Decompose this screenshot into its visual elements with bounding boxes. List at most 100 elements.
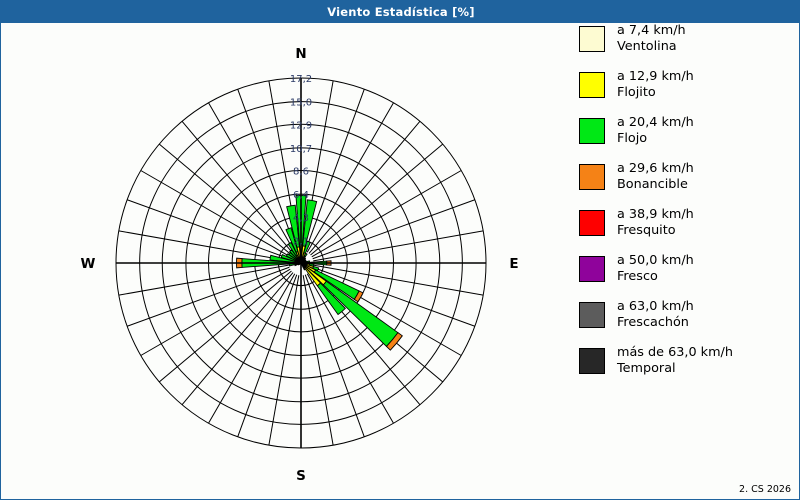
legend-color-swatch <box>579 26 605 52</box>
legend-label: a 20,4 km/h Flojo <box>617 115 694 148</box>
legend-label-name: Flojo <box>617 131 648 147</box>
legend-item: a 63,0 km/h Frescachón <box>579 299 794 341</box>
grid-spoke <box>304 88 365 252</box>
wind-petal-segment <box>302 266 306 271</box>
grid-spoke <box>268 275 300 446</box>
legend-label-speed: a 38,9 km/h <box>617 207 694 222</box>
legend-label-speed: más de 63,0 km/h <box>617 345 733 360</box>
legend-label: a 63,0 km/h Frescachón <box>617 299 694 332</box>
wind-petal-segment <box>316 282 346 316</box>
legend-item: a 38,9 km/h Fresquito <box>579 207 794 249</box>
legend-label-speed: a 50,0 km/h <box>617 253 694 268</box>
grid-spoke <box>310 143 444 256</box>
wind-petal-segment <box>303 257 307 260</box>
wind-petal-segment <box>285 253 299 262</box>
legend-color-swatch <box>579 164 605 190</box>
legend-color-swatch <box>579 72 605 98</box>
grid-spoke <box>158 143 292 256</box>
grid-spoke <box>311 170 462 258</box>
wind-petal-segment <box>302 199 318 247</box>
legend-color-swatch <box>579 210 605 236</box>
legend-label-speed: a 63,0 km/h <box>617 299 694 314</box>
radial-tick-label: 2,1 <box>293 236 309 247</box>
legend-item: a 7,4 km/h Ventolina <box>579 23 794 65</box>
credit-text: 2. CS 2026 <box>739 484 791 495</box>
legend-color-swatch <box>579 348 605 374</box>
radial-tick-label: 10,7 <box>290 144 312 155</box>
legend-item: más de 63,0 km/h Temporal <box>579 345 794 387</box>
grid-spoke <box>126 199 290 260</box>
cardinal-label-north: N <box>295 46 306 62</box>
legend-color-swatch <box>579 256 605 282</box>
window-title: Viento Estadística [%] <box>327 5 475 19</box>
radial-tick-label: 6,4 <box>293 190 309 201</box>
wind-rose-chart: 2,1 4,3 6,4 8,6 10,7 12,9 15,0 17,2 N E S W <box>81 46 519 484</box>
axis-labels: 2,1 4,3 6,4 8,6 10,7 12,9 15,0 17,2 N E S W <box>81 46 519 484</box>
legend-label-name: Bonancible <box>617 177 688 193</box>
legend-label-name: Flojito <box>617 85 656 101</box>
grid-spoke <box>181 272 294 406</box>
legend-color-swatch <box>579 302 605 328</box>
cardinal-label-south: S <box>296 468 306 484</box>
legend-item: a 50,0 km/h Fresco <box>579 253 794 295</box>
wind-petal-segment <box>285 227 299 253</box>
legend-label-name: Frescachón <box>617 315 689 331</box>
grid-spoke <box>140 268 291 356</box>
grid-spoke <box>158 270 292 383</box>
wind-petal-segment <box>303 252 308 258</box>
legend-item: a 12,9 km/h Flojito <box>579 69 794 111</box>
wind-petal-segment <box>353 290 364 303</box>
grid-spoke <box>181 120 294 254</box>
grid-spoke <box>237 274 298 438</box>
wind-petal-segment <box>286 204 300 248</box>
plot-area: 2,1 4,3 6,4 8,6 10,7 12,9 15,0 17,2 N E S W <box>1 23 799 499</box>
legend-label: a 38,9 km/h Fresquito <box>617 207 694 240</box>
legend-color-swatch <box>579 118 605 144</box>
window-title-bar: Viento Estadística [%] <box>1 1 800 23</box>
cardinal-label-east: E <box>509 256 518 272</box>
legend-item: a 29,6 km/h Bonancible <box>579 161 794 203</box>
legend-label-speed: a 7,4 km/h <box>617 23 686 38</box>
legend: a 7,4 km/h Ventolina a 12,9 km/h Flojito a 2… <box>579 23 794 391</box>
radial-tick-label: 12,9 <box>290 120 312 131</box>
radial-tick-label: 17,2 <box>290 74 312 85</box>
grid-spoke <box>312 266 476 327</box>
wind-petal-segment <box>303 240 311 254</box>
grid-spoke <box>208 102 296 253</box>
legend-label-speed: a 20,4 km/h <box>617 115 694 130</box>
grid-spoke <box>304 274 365 438</box>
grid-spoke <box>313 264 484 296</box>
radial-tick-label: 4,3 <box>293 213 309 224</box>
legend-label-name: Fresco <box>617 269 658 285</box>
radial-tick-label: 15,0 <box>290 98 312 109</box>
radial-tick-label: 8,6 <box>293 167 309 178</box>
legend-label: a 7,4 km/h Ventolina <box>617 23 686 56</box>
cardinal-label-west: W <box>81 256 96 272</box>
legend-label-name: Ventolina <box>617 39 677 55</box>
grid-spoke <box>302 275 334 446</box>
grid-spoke <box>306 102 394 253</box>
legend-item: a 20,4 km/h Flojo <box>579 115 794 157</box>
wind-petal-segment <box>287 242 298 257</box>
legend-label: a 50,0 km/h Fresco <box>617 253 694 286</box>
grid-spoke <box>140 170 291 258</box>
legend-label-name: Temporal <box>617 361 676 377</box>
legend-label: a 29,6 km/h Bonancible <box>617 161 694 194</box>
axis-lines <box>116 78 486 448</box>
wind-petal-segment <box>322 280 399 348</box>
grid-spoke <box>118 264 289 296</box>
grid-spoke <box>306 273 394 424</box>
wind-petal-segment <box>385 332 403 351</box>
legend-label: a 12,9 km/h Flojito <box>617 69 694 102</box>
legend-label-speed: a 29,6 km/h <box>617 161 694 176</box>
wind-petal-segment <box>280 253 298 263</box>
grid-spoke <box>313 230 484 262</box>
grid-spoke <box>118 230 289 262</box>
grid-spoke <box>208 273 296 424</box>
grid-spoke <box>312 199 476 260</box>
grid-spoke <box>308 120 421 254</box>
grid-spoke <box>126 266 290 327</box>
legend-label-speed: a 12,9 km/h <box>617 69 694 84</box>
legend-label-name: Fresquito <box>617 223 676 239</box>
